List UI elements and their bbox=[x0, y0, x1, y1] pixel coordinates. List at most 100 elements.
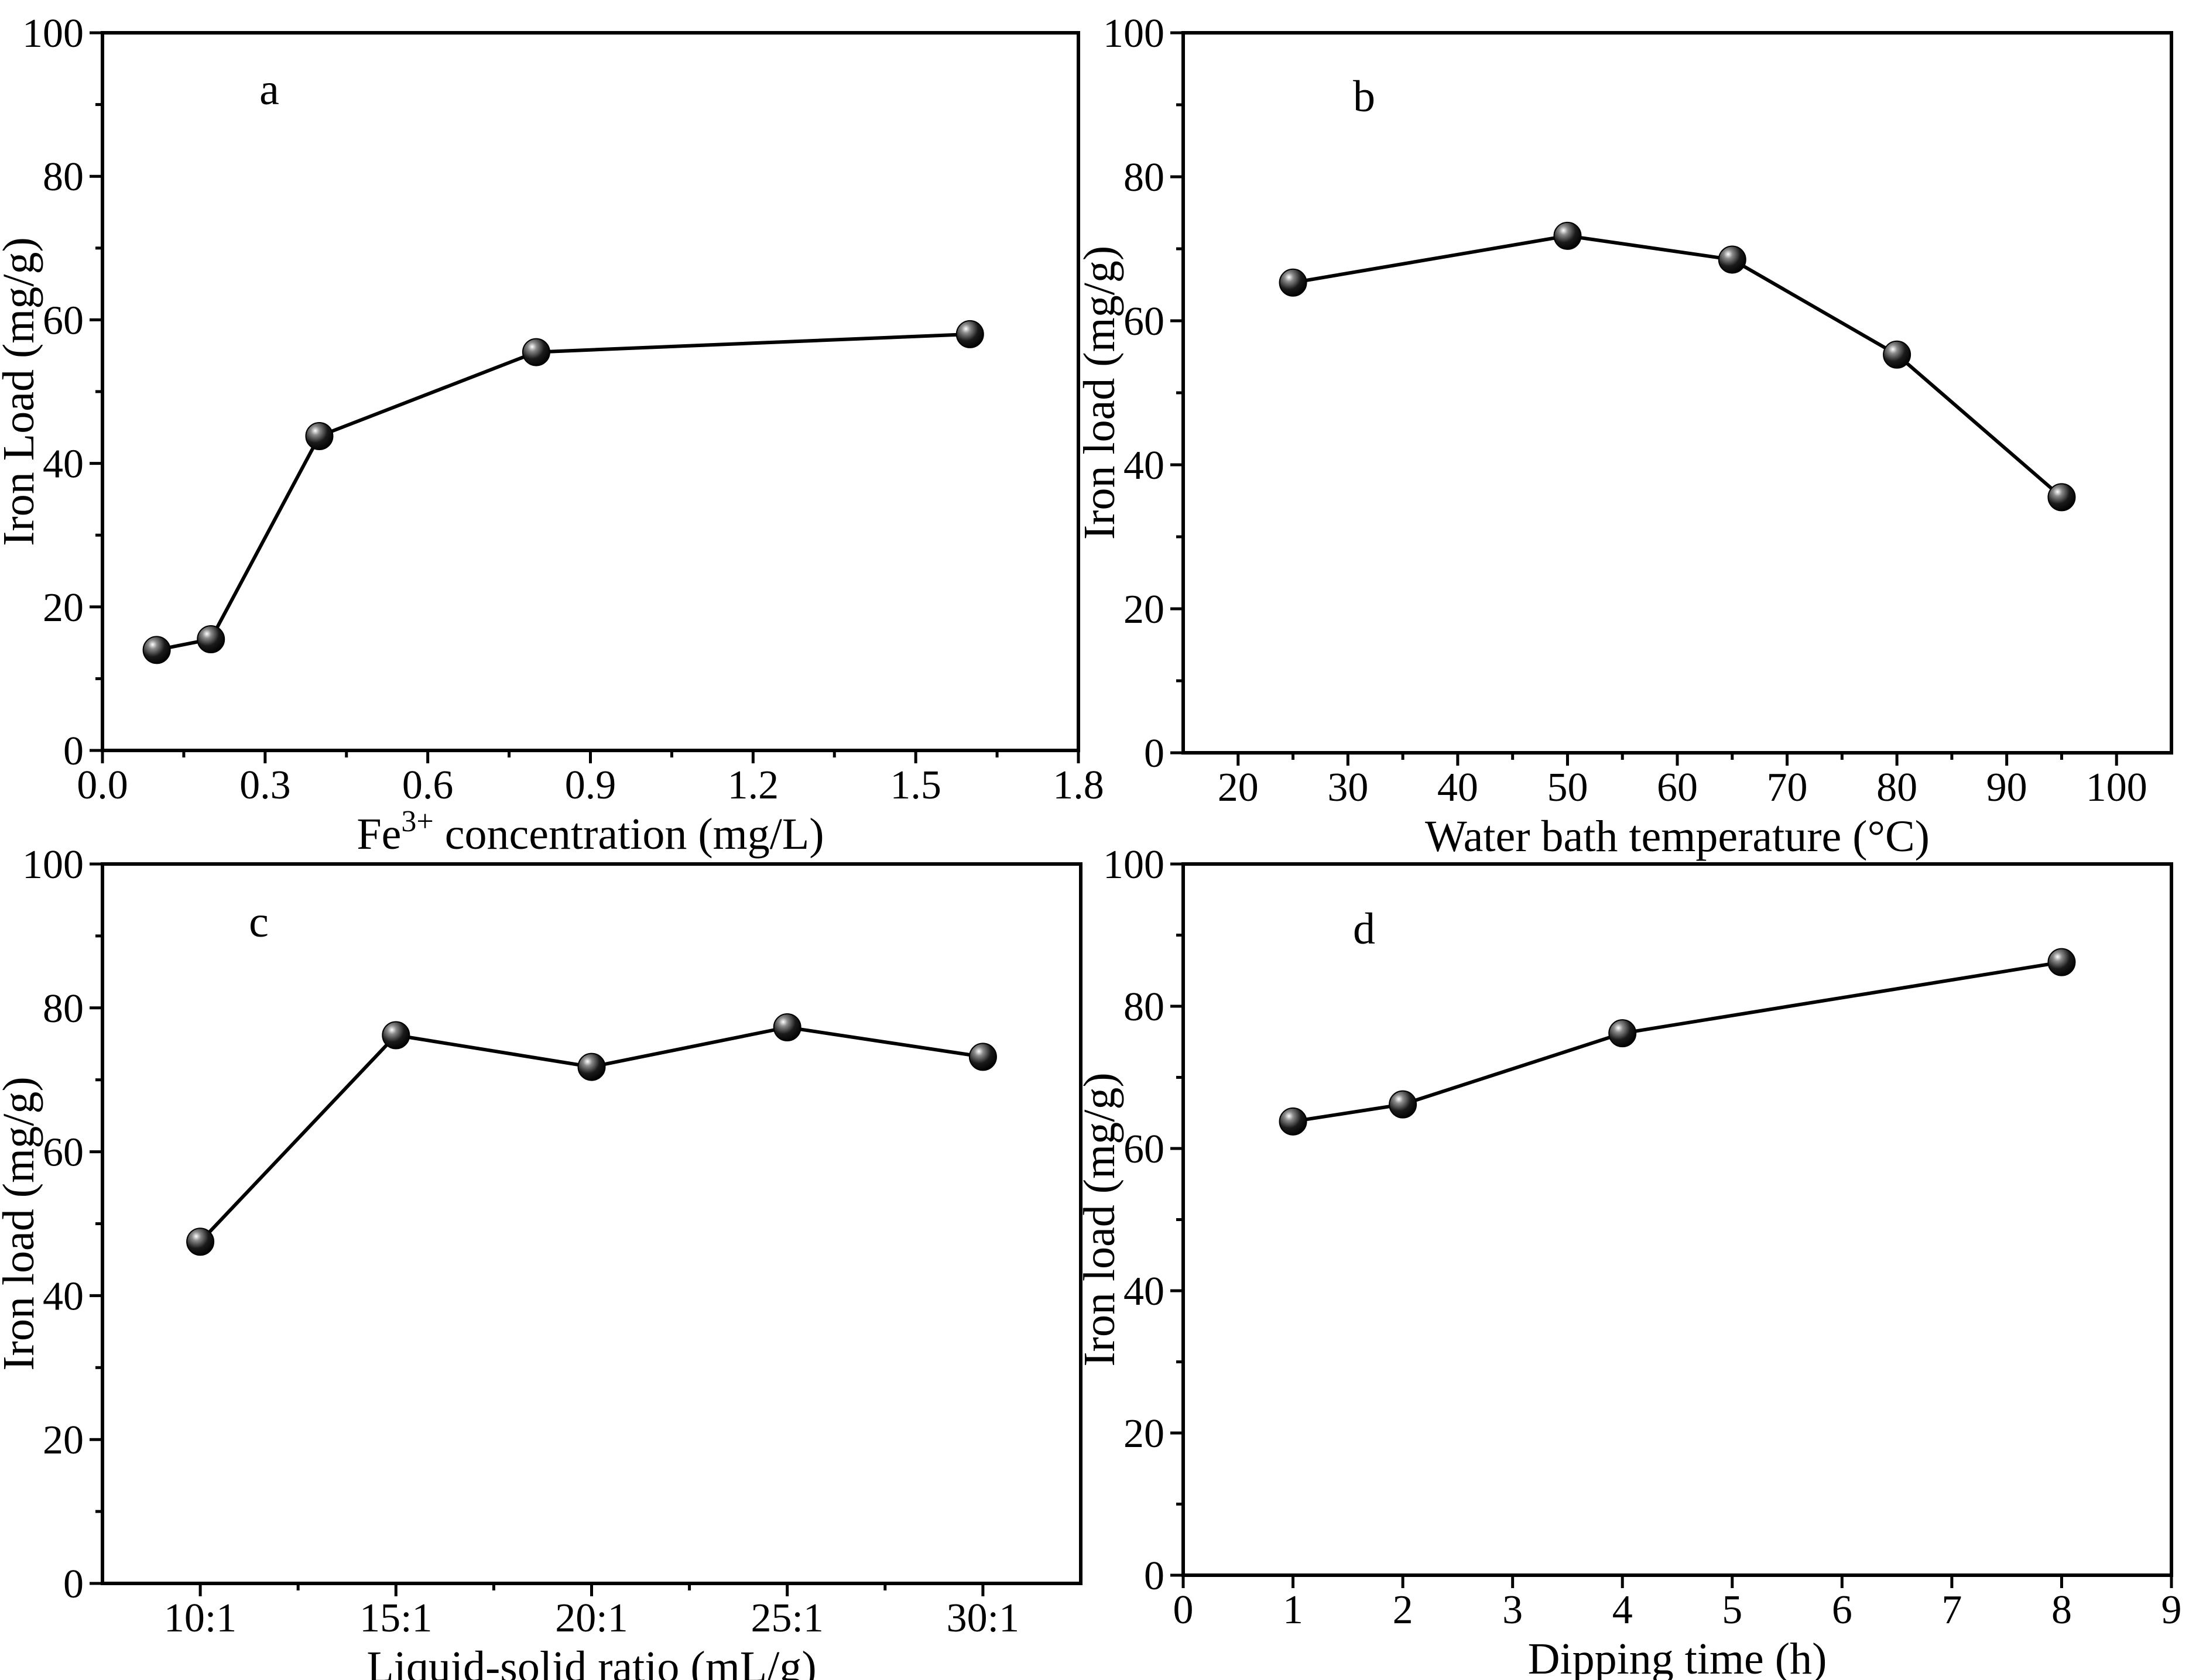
y-tick-label: 0 bbox=[1144, 731, 1164, 776]
data-point bbox=[382, 1021, 410, 1050]
series-line bbox=[1293, 234, 2063, 499]
data-point bbox=[1883, 340, 1911, 369]
x-tick-label: 7 bbox=[1941, 1588, 1962, 1633]
panel-label: c bbox=[249, 897, 269, 947]
x-tick-label: 1.8 bbox=[1053, 763, 1104, 808]
y-axis-label: Iron load (mg/g) bbox=[1075, 1072, 1124, 1366]
y-tick-label: 80 bbox=[43, 155, 84, 200]
x-tick-label: 0 bbox=[1173, 1588, 1194, 1633]
x-tick-label: 9 bbox=[2161, 1588, 2182, 1633]
series-line bbox=[156, 332, 970, 652]
y-tick-label: 20 bbox=[1123, 1411, 1164, 1456]
x-tick-label: 10:1 bbox=[164, 1596, 237, 1641]
x-tick-label: 25:1 bbox=[751, 1596, 823, 1641]
plot-frame bbox=[1181, 862, 2173, 1577]
x-axis-label: Water bath temperature (°C) bbox=[1425, 812, 1930, 861]
x-tick-label: 3 bbox=[1502, 1588, 1523, 1633]
data-point bbox=[2047, 483, 2076, 512]
y-tick-label: 100 bbox=[1103, 842, 1164, 887]
panel-label: b bbox=[1353, 72, 1375, 121]
x-axis-label: Liquid-solid ratio (mL/g) bbox=[366, 1643, 816, 1680]
data-point bbox=[1389, 1090, 1417, 1119]
x-tick-label: 5 bbox=[1722, 1588, 1742, 1633]
x-tick-label: 15:1 bbox=[359, 1596, 432, 1641]
data-point bbox=[1718, 245, 1746, 274]
data-point bbox=[773, 1013, 801, 1041]
y-tick-label: 20 bbox=[43, 1418, 84, 1463]
y-tick-label: 0 bbox=[1144, 1554, 1164, 1599]
data-point bbox=[955, 320, 984, 348]
x-tick-label: 20 bbox=[1218, 765, 1259, 810]
y-tick-label: 40 bbox=[43, 442, 84, 487]
x-tick-label: 30 bbox=[1327, 765, 1368, 810]
data-point bbox=[1279, 1107, 1307, 1136]
x-axis-label: Fe3+ concentration (mg/L) bbox=[357, 805, 824, 859]
x-axis-label-rest: concentration (mg/L) bbox=[434, 810, 824, 859]
x-tick-label: 8 bbox=[2051, 1588, 2072, 1633]
data-point bbox=[2047, 948, 2076, 976]
y-tick-label: 100 bbox=[22, 11, 84, 56]
x-tick-label: 0.6 bbox=[402, 763, 454, 808]
series-line bbox=[1293, 960, 2062, 1123]
x-tick-label: 40 bbox=[1437, 765, 1478, 810]
data-point bbox=[522, 338, 550, 366]
panel-label: d bbox=[1353, 904, 1375, 954]
y-tick-label: 40 bbox=[1123, 443, 1164, 488]
data-point bbox=[968, 1043, 997, 1071]
x-tick-label: 1 bbox=[1283, 1588, 1303, 1633]
plot-frame bbox=[101, 31, 1080, 752]
x-tick-label: 30:1 bbox=[947, 1596, 1019, 1641]
x-axis-label: Dipping time (h) bbox=[1528, 1634, 1827, 1680]
chart-panel-d: 0 20 40 60 80 100 0 1 2 3 4 5 6 7 8 9 Iron load (mg/g) Di… bbox=[1075, 842, 2182, 1680]
y-axis-label: Iron Load (mg/g) bbox=[0, 237, 43, 546]
y-axis-label: Iron load (mg/g) bbox=[0, 1076, 43, 1370]
data-point bbox=[142, 636, 171, 664]
x-tick-label: 1.5 bbox=[890, 763, 941, 808]
y-tick-label: 0 bbox=[63, 1562, 84, 1607]
data-point bbox=[1553, 221, 1582, 250]
x-axis-label-superscript: 3+ bbox=[401, 805, 433, 838]
plot-frame bbox=[101, 862, 1082, 1585]
y-tick-label: 60 bbox=[43, 298, 84, 343]
y-tick-label: 20 bbox=[1123, 587, 1164, 632]
x-tick-label: 50 bbox=[1547, 765, 1588, 810]
y-tick-label: 80 bbox=[1123, 985, 1164, 1030]
data-point bbox=[186, 1228, 215, 1256]
x-tick-label: 70 bbox=[1767, 765, 1808, 810]
x-tick-label: 2 bbox=[1393, 1588, 1413, 1633]
y-axis-label: Iron load (mg/g) bbox=[1075, 246, 1124, 540]
chart-panel-b: 0 20 40 60 80 100 20 30 40 50 60 70 80 90 100 Iron load… bbox=[1075, 11, 2173, 861]
x-tick-label: 90 bbox=[1986, 765, 2027, 810]
y-tick-label: 40 bbox=[1123, 1269, 1164, 1314]
y-tick-label: 80 bbox=[1123, 155, 1164, 200]
panel-label: a bbox=[259, 65, 279, 114]
y-tick-label: 100 bbox=[1103, 11, 1164, 56]
data-point bbox=[1608, 1019, 1637, 1048]
data-point bbox=[577, 1052, 606, 1081]
data-point bbox=[1279, 268, 1307, 297]
y-tick-label: 80 bbox=[43, 986, 84, 1031]
x-tick-label: 1.2 bbox=[728, 763, 779, 808]
x-tick-label: 0.3 bbox=[239, 763, 291, 808]
y-tick-label: 60 bbox=[43, 1130, 84, 1175]
x-tick-label: 80 bbox=[1876, 765, 1917, 810]
x-tick-label: 0.0 bbox=[77, 763, 128, 808]
x-tick-label: 100 bbox=[2086, 765, 2147, 810]
y-tick-label: 100 bbox=[22, 842, 84, 887]
data-point bbox=[305, 422, 334, 451]
x-tick-label: 6 bbox=[1832, 1588, 1852, 1633]
y-tick-label: 0 bbox=[63, 729, 84, 774]
plot-frame bbox=[1181, 31, 2173, 755]
y-tick-label: 40 bbox=[43, 1274, 84, 1319]
y-tick-label: 60 bbox=[1123, 299, 1164, 344]
chart-panel-c: 0 20 40 60 80 100 10:1 15:1 20:1 25:1 30:1 Iron loa… bbox=[0, 842, 1082, 1680]
x-axis-label-main: Fe bbox=[357, 810, 401, 859]
x-tick-label: 20:1 bbox=[555, 1596, 628, 1641]
data-point bbox=[197, 625, 225, 653]
y-tick-label: 60 bbox=[1123, 1127, 1164, 1172]
y-tick-label: 20 bbox=[43, 585, 84, 630]
chart-panel-a: 0 20 40 60 80 100 0.0 0.3 0.6 0.9 1.2 1.5 1.8 Iron Lo… bbox=[0, 11, 1104, 859]
x-tick-label: 60 bbox=[1657, 765, 1698, 810]
x-tick-label: 0.9 bbox=[565, 763, 616, 808]
